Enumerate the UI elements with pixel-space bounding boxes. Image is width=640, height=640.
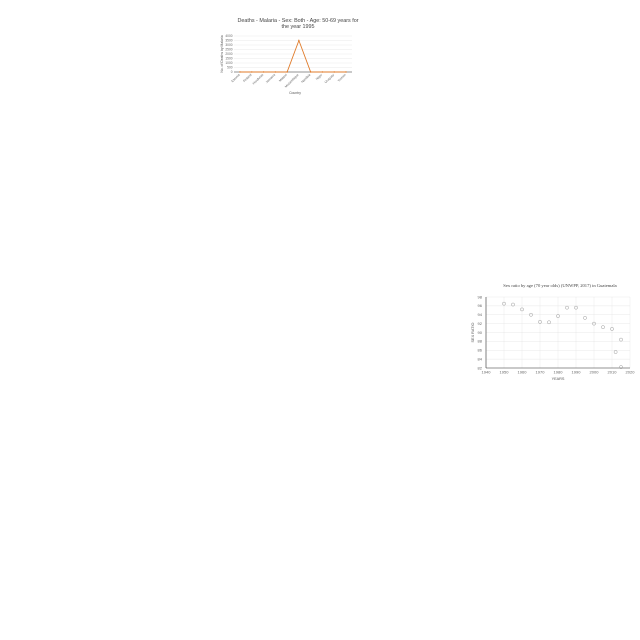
y-tick-label: 4000 bbox=[225, 34, 232, 38]
data-point bbox=[592, 321, 596, 326]
data-point bbox=[286, 71, 288, 73]
x-axis-label: Country bbox=[289, 91, 301, 95]
data-point bbox=[619, 365, 623, 369]
x-tick-label: Honduras bbox=[252, 73, 265, 86]
y-tick-label: 0 bbox=[231, 70, 233, 74]
data-point bbox=[538, 320, 542, 324]
data-point bbox=[583, 316, 587, 320]
x-tick-label: Namibia bbox=[300, 73, 311, 84]
y-tick-label: 92 bbox=[478, 321, 483, 326]
x-tick-label: Niger bbox=[315, 72, 324, 81]
data-point bbox=[262, 71, 265, 73]
x-tick-label: 2020 bbox=[626, 370, 636, 375]
data-point bbox=[619, 337, 623, 342]
y-tick-label: 94 bbox=[478, 312, 483, 317]
data-point bbox=[309, 71, 312, 73]
x-tick-label: 1940 bbox=[482, 370, 492, 375]
y-tick-label: 96 bbox=[478, 303, 483, 308]
data-point bbox=[610, 327, 614, 331]
data-point bbox=[556, 314, 560, 318]
chart-title: Sex ratio by age (70 year olds) (UNWPP, … bbox=[503, 283, 616, 289]
x-tick-label: Uruguay bbox=[324, 73, 336, 85]
chart-title-line: the year 1995 bbox=[282, 24, 315, 30]
x-tick-label: 1990 bbox=[572, 370, 582, 375]
y-tick-label: 84 bbox=[478, 356, 483, 361]
y-axis-label: SEX RATIO bbox=[471, 322, 475, 342]
x-tick-label: Finland bbox=[242, 73, 252, 83]
malaria-deaths-svg: Deaths - Malaria - Sex: Both - Age: 50-6… bbox=[220, 18, 359, 95]
data-point bbox=[251, 71, 253, 73]
data-point bbox=[547, 320, 551, 325]
data-point bbox=[529, 312, 533, 317]
x-tick-label: Estonia bbox=[230, 73, 241, 84]
data-point bbox=[345, 71, 347, 73]
y-tick-label: 82 bbox=[478, 365, 483, 370]
data-point bbox=[502, 301, 506, 306]
y-tick-label: 2500 bbox=[225, 48, 232, 52]
data-point bbox=[239, 71, 241, 73]
y-tick-label: 1500 bbox=[225, 57, 232, 61]
x-tick-label: 1980 bbox=[554, 370, 564, 375]
y-axis-label: No. of Deaths by Malaria bbox=[220, 35, 224, 72]
data-point bbox=[574, 305, 578, 310]
x-tick-label: 2010 bbox=[608, 370, 618, 375]
x-tick-label: 2000 bbox=[590, 370, 600, 375]
sex-ratio-chart: Sex ratio by age (70 year olds) (UNWPP, … bbox=[470, 280, 636, 386]
data-point bbox=[298, 39, 300, 42]
y-tick-label: 3000 bbox=[225, 43, 232, 47]
y-tick-label: 500 bbox=[227, 66, 233, 70]
data-point bbox=[321, 71, 324, 73]
y-tick-label: 2000 bbox=[225, 52, 232, 56]
sex-ratio-svg: Sex ratio by age (70 year olds) (UNWPP, … bbox=[471, 283, 636, 381]
malaria-deaths-chart: Deaths - Malaria - Sex: Both - Age: 50-6… bbox=[212, 14, 362, 100]
y-tick-label: 3500 bbox=[225, 39, 232, 43]
x-tick-label: 1970 bbox=[536, 370, 546, 375]
x-tick-label: 1950 bbox=[500, 370, 510, 375]
x-tick-label: Malawi bbox=[278, 73, 288, 83]
data-point bbox=[333, 71, 335, 73]
data-point bbox=[520, 307, 524, 312]
data-point bbox=[511, 302, 515, 307]
data-point bbox=[565, 305, 569, 310]
series-line bbox=[240, 39, 346, 73]
x-tick-label: 1960 bbox=[518, 370, 528, 375]
y-tick-label: 88 bbox=[478, 339, 483, 344]
x-tick-label: Yemen bbox=[337, 73, 347, 83]
y-tick-label: 1000 bbox=[225, 61, 232, 65]
x-tick-label: Jamaica bbox=[265, 73, 276, 84]
chart-title-line: Deaths - Malaria - Sex: Both - Age: 50-6… bbox=[237, 18, 358, 24]
y-tick-label: 86 bbox=[478, 348, 483, 353]
data-point bbox=[601, 325, 605, 330]
data-point bbox=[613, 350, 618, 354]
y-tick-label: 98 bbox=[478, 294, 483, 299]
data-point bbox=[274, 71, 277, 73]
y-tick-label: 90 bbox=[478, 330, 483, 335]
x-axis-label: YEARS bbox=[552, 377, 565, 381]
